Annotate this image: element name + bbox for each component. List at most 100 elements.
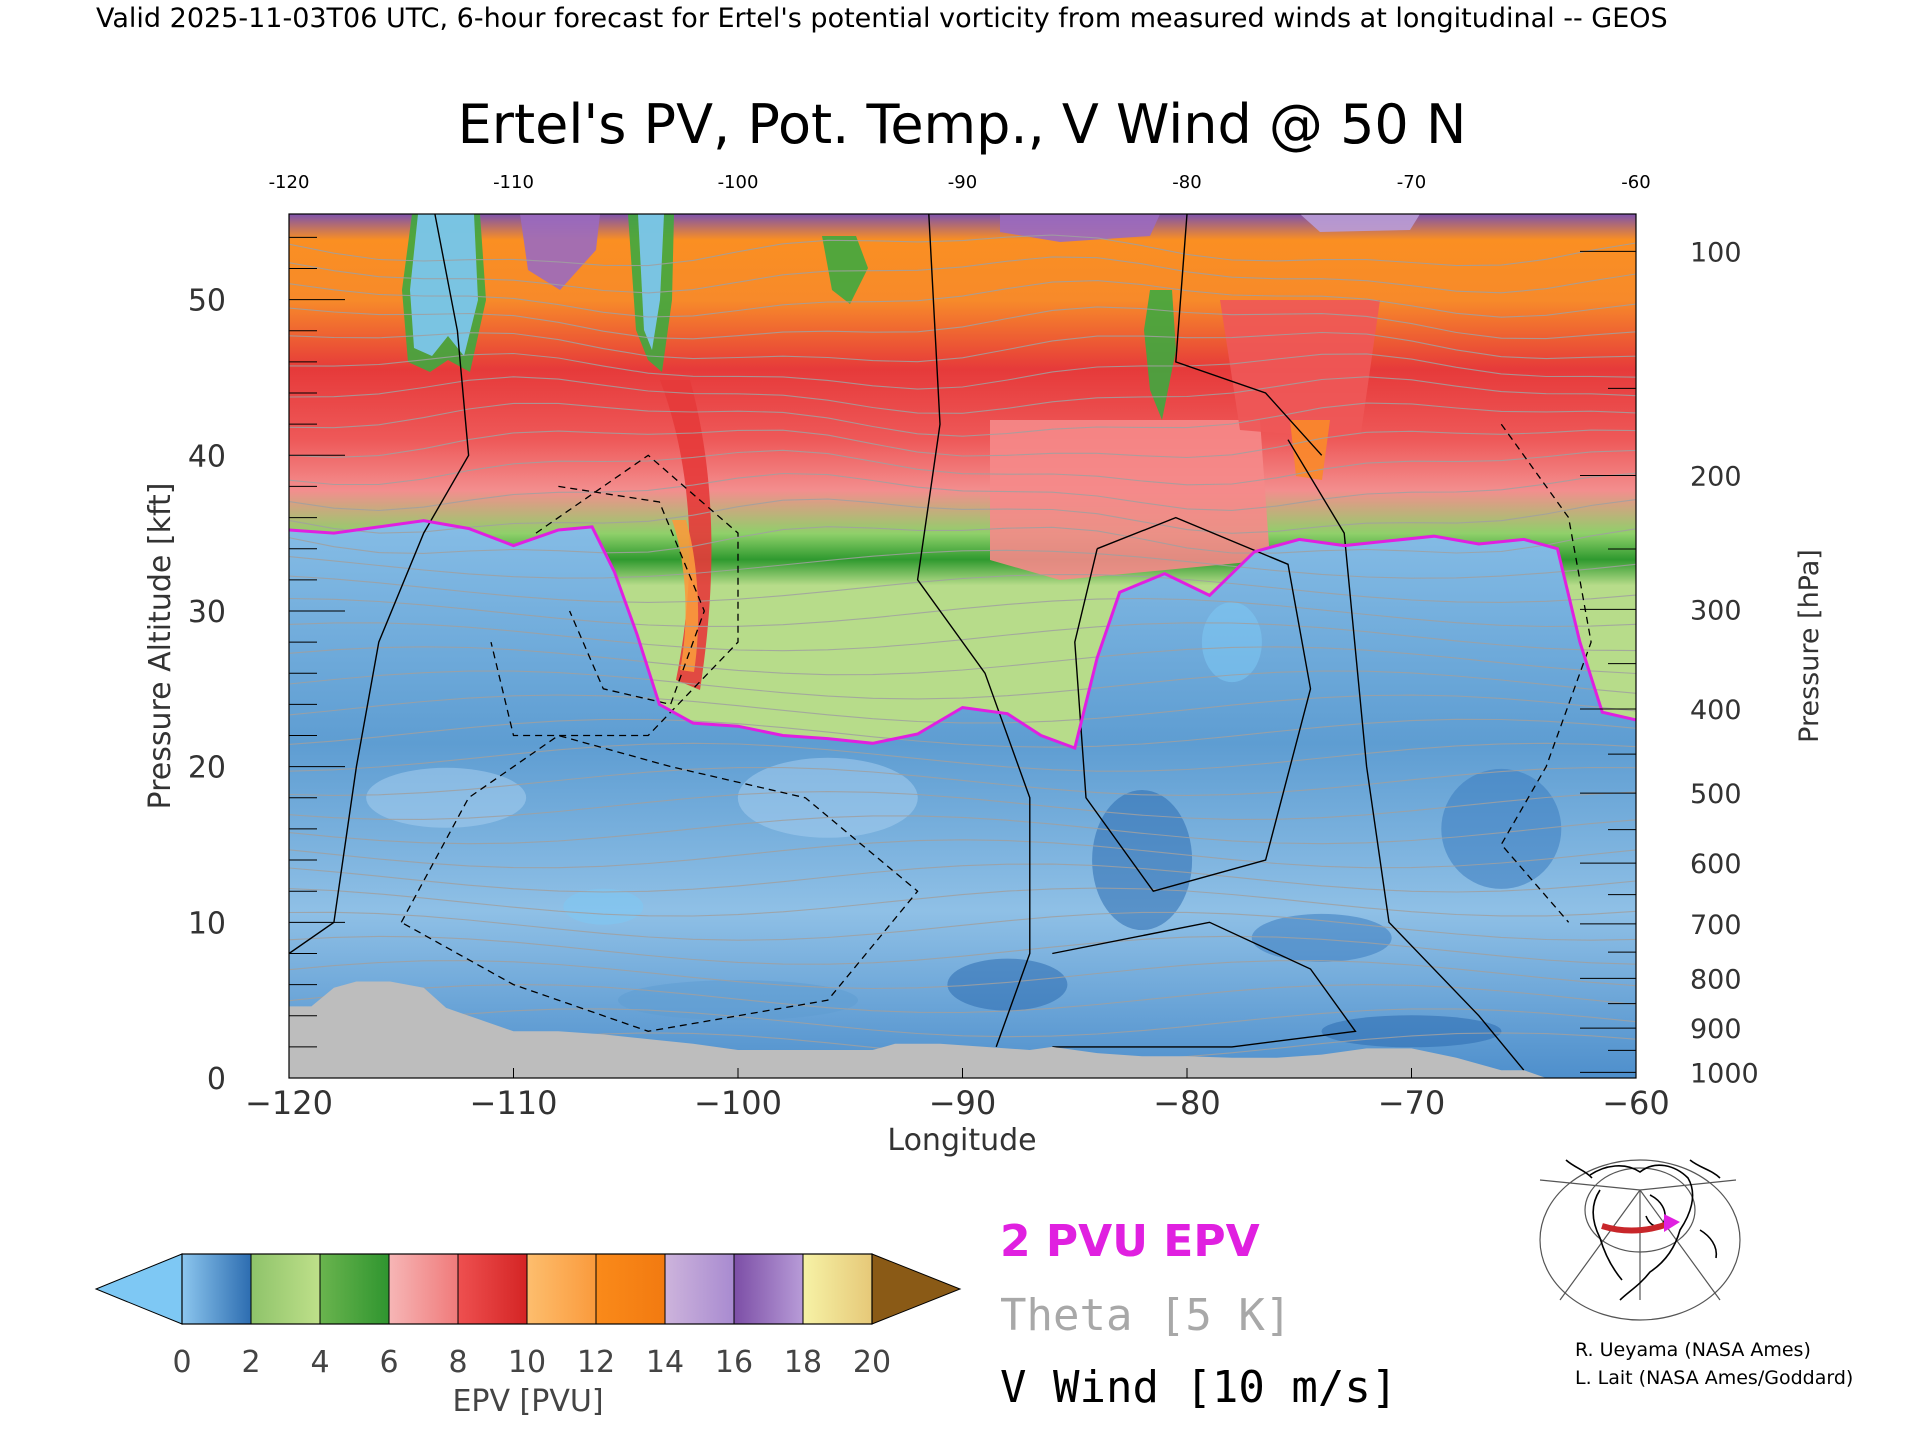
pv-feature-6 (822, 236, 868, 304)
colorbar: 0 2 4 6 8 10 12 14 16 18 20 (94, 1253, 962, 1380)
theta-contour-15 (289, 694, 1636, 724)
y-tick-label-30: 30 (188, 595, 226, 630)
colorbar-under-arrow (94, 1253, 183, 1325)
y-tick-label-0: 0 (207, 1062, 226, 1097)
header-caption: Valid 2025-11-03T06 UTC, 6-hour forecast… (96, 3, 1668, 34)
legend-theta: Theta [5 K] (1000, 1290, 1291, 1341)
vwind-contour-dashed-1 (558, 485, 705, 706)
pv-feature-8 (1000, 214, 1160, 242)
top-axis-tick-labels: -120 -110 -100 -90 -80 -70 -60 (269, 172, 1651, 193)
vwind-contour-solid-1 (289, 214, 470, 955)
pressure-tick-label-8: 900 (1690, 1014, 1742, 1045)
y-tick-label-10: 10 (188, 906, 226, 941)
vwind-contour-solid-3 (1287, 439, 1525, 1071)
low-pv-patch-1 (947, 958, 1068, 1011)
y-axis: 0 10 20 30 40 50 (188, 236, 345, 1097)
colorbar-band-0 (182, 1254, 252, 1324)
colorbar-tick-label-0: 0 (172, 1345, 191, 1380)
theta-contour-30 (289, 331, 1636, 363)
x-tick-label-2: −100 (694, 1084, 782, 1122)
colorbar-tick-label-8: 16 (715, 1345, 753, 1380)
theta-contour-13 (289, 742, 1636, 772)
legend-epv: 2 PVU EPV (1000, 1216, 1260, 1267)
pv-feature-11 (672, 520, 699, 672)
low-pv-patch-10 (1321, 1015, 1502, 1048)
theta-contour-22 (289, 526, 1636, 554)
top-tick-label-4: -80 (1172, 172, 1201, 193)
top-tick-label-5: -70 (1397, 172, 1426, 193)
theta-contour-6 (289, 911, 1636, 941)
low-pv-patch-2 (1092, 790, 1193, 931)
vwind-contours (289, 214, 1592, 1071)
colorbar-tick-label-9: 18 (784, 1345, 822, 1380)
x-tick-label-5: −70 (1378, 1084, 1446, 1122)
pv-features (402, 214, 1420, 690)
x-tick-label-4: −80 (1153, 1084, 1221, 1122)
theta-contour-27 (289, 402, 1636, 437)
pv-feature-4 (638, 214, 664, 350)
colorbar-tick-label-3: 6 (379, 1345, 398, 1380)
vwind-contour-solid-6 (1074, 516, 1312, 893)
inset-map (1538, 1150, 1741, 1321)
y-tick-label-50: 50 (188, 284, 226, 319)
colorbar-tick-label-2: 4 (310, 1345, 329, 1380)
colorbar-band-3 (389, 1254, 459, 1324)
map-graticule (1539, 1159, 1741, 1321)
map-section-arrow (1664, 1214, 1680, 1232)
colorbar-tick-label-10: 20 (853, 1345, 891, 1380)
colorbar-tick-label-7: 14 (646, 1345, 684, 1380)
colorbar-label: EPV [PVU] (452, 1384, 603, 1419)
pressure-tick-label-6: 700 (1690, 910, 1742, 941)
pv-feature-5 (520, 214, 600, 290)
colorbar-band-6 (596, 1254, 666, 1324)
theta-contour-33 (289, 256, 1636, 294)
pv-feature-7 (1144, 290, 1176, 420)
theta-contour-9 (289, 839, 1636, 869)
y-axis-label: Pressure Altitude [kft] (143, 483, 178, 810)
y-tick-label-40: 40 (188, 439, 226, 474)
colorbar-band-2 (320, 1254, 390, 1324)
theta-contour-8 (289, 863, 1636, 893)
low-pv-patch-3 (1201, 602, 1262, 683)
vwind-contour-dashed-2 (490, 454, 739, 737)
x-tick-label-3: −90 (929, 1084, 997, 1122)
theta-contour-4 (289, 960, 1636, 990)
theta-contours (289, 234, 1636, 1062)
colorbar-tick-label-6: 12 (577, 1345, 615, 1380)
chart-title: Ertel's PV, Pot. Temp., V Wind @ 50 N (458, 93, 1467, 156)
pv-feature-10 (660, 380, 712, 690)
theta-contour-24 (289, 472, 1636, 512)
theta-contour-31 (289, 306, 1636, 340)
pressure-tick-label-2: 300 (1690, 595, 1742, 626)
theta-contour-32 (289, 280, 1636, 318)
x-tick-label-0: −120 (245, 1084, 333, 1122)
credit-line-1: R. Ueyama (NASA Ames) (1575, 1339, 1811, 1361)
pressure-tick-label-3: 400 (1690, 695, 1742, 726)
x-axis-label: Longitude (887, 1123, 1036, 1158)
theta-contour-10 (289, 815, 1636, 845)
theta-contour-21 (289, 549, 1636, 579)
map-section-line (1601, 1221, 1669, 1234)
vwind-contour-dashed-3 (400, 734, 919, 1032)
theta-contour-7 (289, 887, 1636, 917)
theta-contour-5 (289, 935, 1636, 965)
low-pv-patch-7 (737, 757, 918, 838)
pressure-tick-label-1: 200 (1690, 462, 1742, 493)
colorbar-over-arrow (871, 1253, 962, 1325)
pv-feature-9 (1300, 214, 1420, 232)
x-tick-label-1: −110 (470, 1084, 558, 1122)
x-tick-label-6: −60 (1602, 1084, 1670, 1122)
theta-contour-16 (289, 670, 1636, 700)
theta-contour-17 (289, 646, 1636, 676)
theta-contour-18 (289, 622, 1636, 652)
colorbar-tick-label-5: 10 (508, 1345, 546, 1380)
colorbar-band-1 (251, 1254, 321, 1324)
pressure-tick-label-5: 600 (1690, 849, 1742, 880)
pressure-tick-label-9: 1000 (1690, 1058, 1759, 1089)
tropopause-2pvu-line (289, 519, 1636, 750)
vwind-contour-dashed-4 (1500, 423, 1592, 923)
top-tick-label-0: -120 (269, 172, 310, 193)
top-tick-label-3: -90 (948, 172, 977, 193)
pressure-tick-label-0: 100 (1690, 237, 1742, 268)
